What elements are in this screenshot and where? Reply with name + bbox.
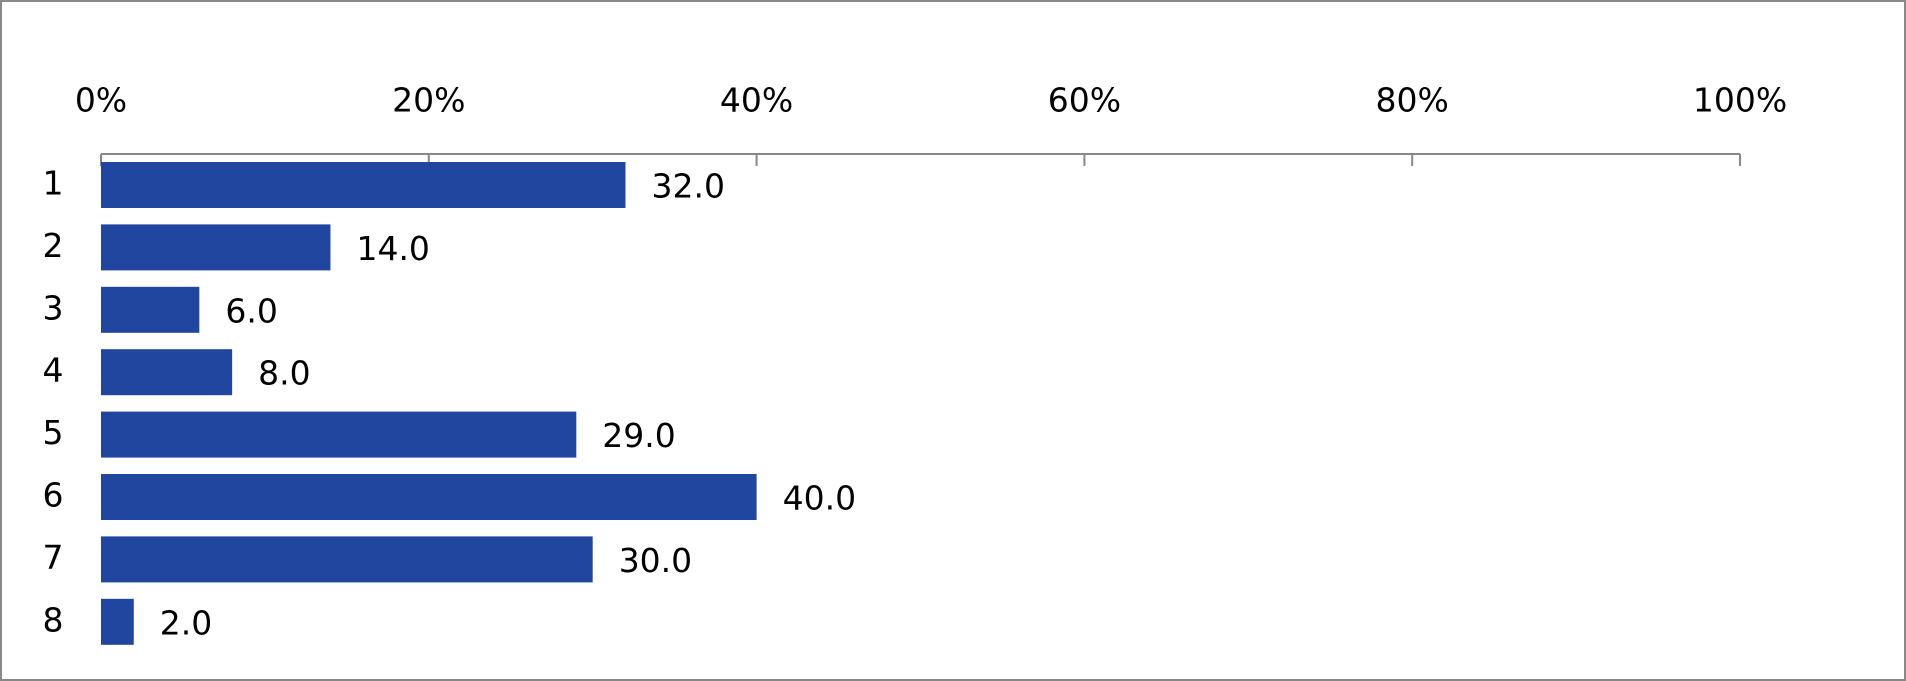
- bar: [101, 286, 200, 333]
- value-label: 32.0: [651, 167, 724, 206]
- bar: [101, 224, 331, 271]
- value-label: 30.0: [619, 541, 692, 580]
- value-label: 8.0: [258, 354, 310, 393]
- value-label: 14.0: [356, 229, 429, 268]
- x-tick-label: 0%: [75, 81, 127, 120]
- category-label: 2: [43, 226, 64, 265]
- category-label: 7: [43, 538, 64, 577]
- category-label: 1: [43, 164, 64, 203]
- category-label: 8: [43, 600, 64, 639]
- category-label: 6: [43, 476, 64, 515]
- category-label: 3: [43, 288, 64, 327]
- value-label: 40.0: [783, 479, 856, 518]
- bar: [101, 349, 233, 396]
- x-tick-label: 20%: [392, 81, 465, 120]
- value-label: 29.0: [602, 416, 675, 455]
- category-label: 5: [43, 413, 64, 452]
- bar: [101, 598, 134, 645]
- category-label: 4: [43, 351, 64, 390]
- x-tick-label: 40%: [720, 81, 793, 120]
- x-tick-label: 100%: [1693, 81, 1787, 120]
- bar: [101, 536, 593, 583]
- x-tick-label: 60%: [1048, 81, 1121, 120]
- value-label: 6.0: [225, 291, 277, 330]
- bar: [101, 411, 577, 458]
- x-tick-label: 80%: [1376, 81, 1449, 120]
- bar: [101, 162, 626, 208]
- bar: [101, 474, 757, 520]
- value-label: 2.0: [160, 603, 212, 642]
